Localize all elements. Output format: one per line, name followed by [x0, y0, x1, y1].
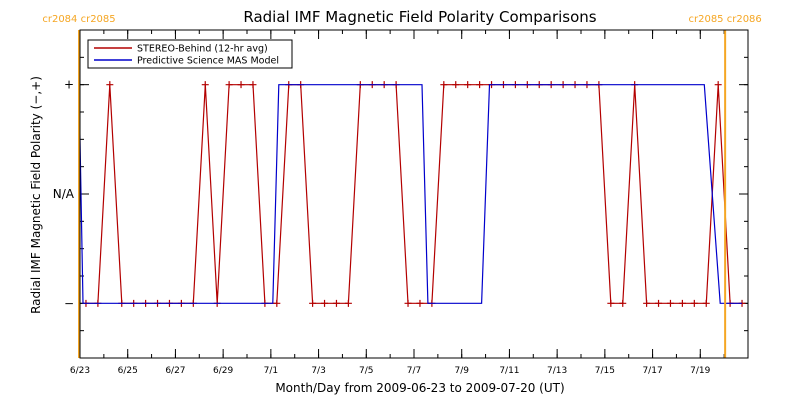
data-point — [607, 299, 615, 307]
x-tick-label: 7/7 — [407, 366, 421, 376]
series-layer — [78, 81, 746, 307]
x-tick-label: 7/1 — [264, 366, 278, 376]
x-tick-label: 6/23 — [70, 366, 90, 376]
legend-entry: Predictive Science MAS Model — [137, 56, 279, 67]
x-tick-label: 7/19 — [690, 366, 710, 376]
y-axis-label: Radial IMF Magnetic Field Polarity (−,+) — [29, 76, 43, 314]
x-tick-label: 6/27 — [165, 366, 185, 376]
chart-title: Radial IMF Magnetic Field Polarity Compa… — [243, 8, 596, 26]
data-point — [702, 299, 710, 307]
data-point — [309, 299, 317, 307]
data-point — [416, 299, 424, 307]
data-point — [201, 81, 209, 89]
series-line-1 — [86, 84, 742, 304]
y-tick-label: N/A — [53, 187, 75, 201]
legend-entry: STEREO-Behind (12-hr avg) — [137, 44, 268, 55]
data-point — [690, 299, 698, 307]
x-tick-label: 7/17 — [642, 366, 662, 376]
data-point — [655, 299, 663, 307]
x-tick-label: 6/29 — [213, 366, 233, 376]
data-point — [440, 81, 448, 89]
x-axis-label: Month/Day from 2009-06-23 to 2009-07-20 … — [275, 381, 564, 395]
data-point — [678, 299, 686, 307]
data-point — [643, 299, 651, 307]
y-tick-label: + — [64, 78, 74, 92]
data-point — [476, 81, 484, 89]
series-line-2 — [78, 84, 742, 304]
plot-frame — [79, 29, 749, 359]
x-tick-label: 7/13 — [547, 366, 567, 376]
ticks-layer: 6/23 6/25 6/27 6/29 7/1 7/3 7/5 7/7 7/9 7/11 7/13 7… — [53, 29, 749, 376]
x-tick-label: 6/25 — [118, 366, 138, 376]
data-point — [344, 299, 352, 307]
data-point — [225, 81, 233, 89]
carrington-marker-label: cr2084 cr2085 — [42, 14, 115, 25]
data-point — [332, 299, 340, 307]
data-point — [237, 81, 245, 89]
x-tick-label: 7/3 — [311, 366, 325, 376]
x-tick-label: 7/15 — [595, 366, 615, 376]
data-point — [273, 299, 281, 307]
legend: STEREO-Behind (12-hr avg)Predictive Scie… — [87, 39, 293, 69]
data-point — [666, 299, 674, 307]
carrington-marker-label: cr2085 cr2086 — [688, 14, 761, 25]
carrington-markers: cr2084 cr2085 cr2085 cr2086 — [42, 14, 762, 358]
x-tick-label: 7/5 — [359, 366, 373, 376]
data-point — [249, 81, 257, 89]
data-point — [106, 81, 114, 89]
data-point — [452, 81, 460, 89]
x-tick-label: 7/9 — [454, 366, 469, 376]
x-tick-label: 7/11 — [499, 366, 519, 376]
data-point — [714, 81, 722, 89]
data-point — [619, 299, 627, 307]
data-point — [404, 299, 412, 307]
data-point — [321, 299, 329, 307]
y-tick-label: − — [64, 296, 74, 310]
data-point — [464, 81, 472, 89]
legend-box — [87, 39, 293, 69]
